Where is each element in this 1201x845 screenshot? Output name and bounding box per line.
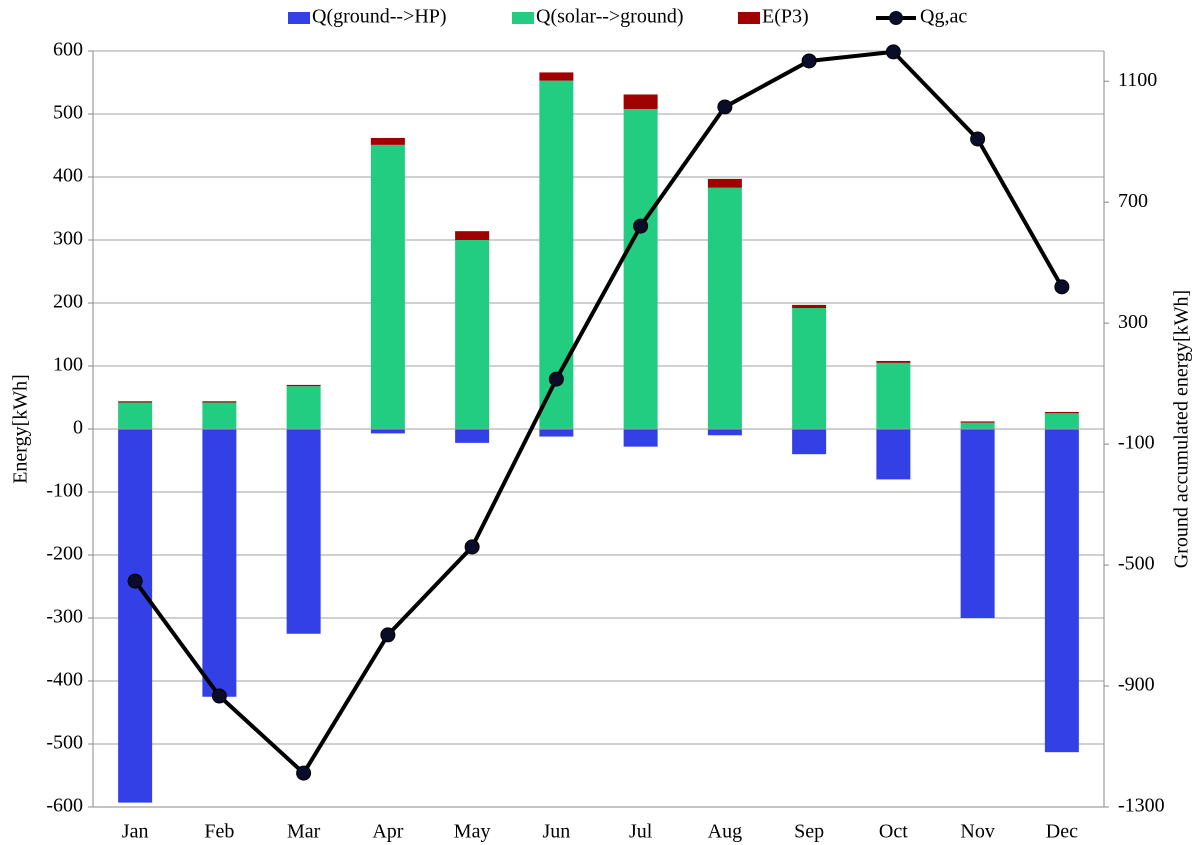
bar	[370, 144, 405, 429]
x-tick-label: Aug	[708, 821, 742, 843]
y2-tick-label: 700	[1118, 190, 1148, 212]
bar	[960, 429, 995, 618]
bar	[1044, 411, 1079, 414]
y2-tick-label: -100	[1118, 432, 1155, 454]
legend-label: E(P3)	[762, 6, 809, 28]
bar	[370, 429, 405, 434]
bar	[286, 386, 321, 429]
bar	[623, 94, 658, 109]
line-marker	[801, 53, 817, 69]
bar	[876, 362, 911, 429]
bar	[539, 429, 574, 437]
y-axis-title: Energy[kWh]	[10, 374, 32, 484]
y2-tick-label: -1300	[1118, 795, 1165, 817]
bar	[455, 429, 490, 443]
bar	[202, 429, 237, 697]
line-marker	[1054, 279, 1070, 295]
legend-label: Qg,ac	[920, 6, 967, 28]
x-tick-label: Feb	[204, 821, 234, 843]
bar	[1044, 413, 1079, 429]
bar	[455, 240, 490, 429]
line-marker	[717, 99, 733, 115]
line-marker	[464, 539, 480, 555]
y2-tick-label: -900	[1118, 674, 1155, 696]
y2-tick-label: 300	[1118, 311, 1148, 333]
y-tick-label: -500	[46, 732, 83, 754]
y-tick-label: -200	[46, 543, 83, 565]
legend-label: Q(solar-->ground)	[536, 6, 684, 28]
bar	[792, 308, 827, 429]
bar	[623, 108, 658, 430]
line-marker	[127, 573, 143, 589]
bar	[707, 178, 742, 188]
bar	[623, 429, 658, 447]
line	[133, 49, 1064, 777]
x-tick-label: Oct	[879, 821, 908, 843]
y-tick-label: 400	[53, 165, 83, 187]
legend-swatch	[889, 11, 903, 25]
y-tick-label: 600	[53, 39, 83, 61]
x-tick-label: Jun	[542, 821, 570, 843]
x-tick-label: Sep	[794, 821, 824, 843]
bar	[792, 304, 827, 309]
line-marker	[296, 765, 312, 781]
x-tick-label: Nov	[960, 821, 994, 843]
legend-swatch	[288, 12, 310, 24]
bar	[707, 187, 742, 429]
x-tick-label: May	[454, 821, 491, 843]
y2-axis-title: Ground accumulated energy[kWh]	[1171, 290, 1193, 568]
y-tick-label: 300	[53, 228, 83, 250]
bar	[1044, 429, 1079, 753]
y-tick-label: -100	[46, 480, 83, 502]
y-tick-label: 100	[53, 354, 83, 376]
line-marker	[380, 627, 396, 643]
bar	[286, 429, 321, 634]
line-marker	[211, 688, 227, 704]
bar	[539, 72, 574, 81]
bar	[792, 429, 827, 455]
bar	[370, 137, 405, 145]
x-tick-label: Mar	[287, 821, 321, 843]
y-tick-label: -400	[46, 669, 83, 691]
bar	[118, 429, 153, 803]
y-tick-label: 200	[53, 291, 83, 313]
x-tick-label: Jan	[122, 821, 149, 843]
line-marker	[548, 371, 564, 387]
y-tick-label: 0	[73, 417, 83, 439]
bar	[455, 231, 490, 240]
bar	[960, 422, 995, 429]
bar	[539, 80, 574, 430]
bar	[202, 401, 237, 403]
y2-tick-label: 1100	[1118, 69, 1157, 91]
line-marker	[970, 131, 986, 147]
bar	[707, 429, 742, 436]
line-marker	[885, 44, 901, 60]
legend-swatch	[738, 12, 760, 24]
y-tick-label: -600	[46, 795, 83, 817]
bar	[960, 421, 995, 423]
y2-tick-label: -500	[1118, 553, 1155, 575]
x-tick-label: Dec	[1046, 821, 1078, 843]
x-tick-label: Apr	[372, 821, 403, 843]
x-tick-label: Jul	[629, 821, 653, 843]
bar	[118, 402, 153, 429]
bar	[876, 429, 911, 480]
bar	[202, 402, 237, 429]
y-tick-label: -300	[46, 606, 83, 628]
legend-label: Q(ground-->HP)	[312, 6, 447, 28]
bar	[876, 360, 911, 363]
legend-swatch	[512, 12, 534, 24]
y-tick-label: 500	[53, 102, 83, 124]
bar	[118, 401, 153, 403]
bar	[286, 384, 321, 387]
line-marker	[633, 218, 649, 234]
